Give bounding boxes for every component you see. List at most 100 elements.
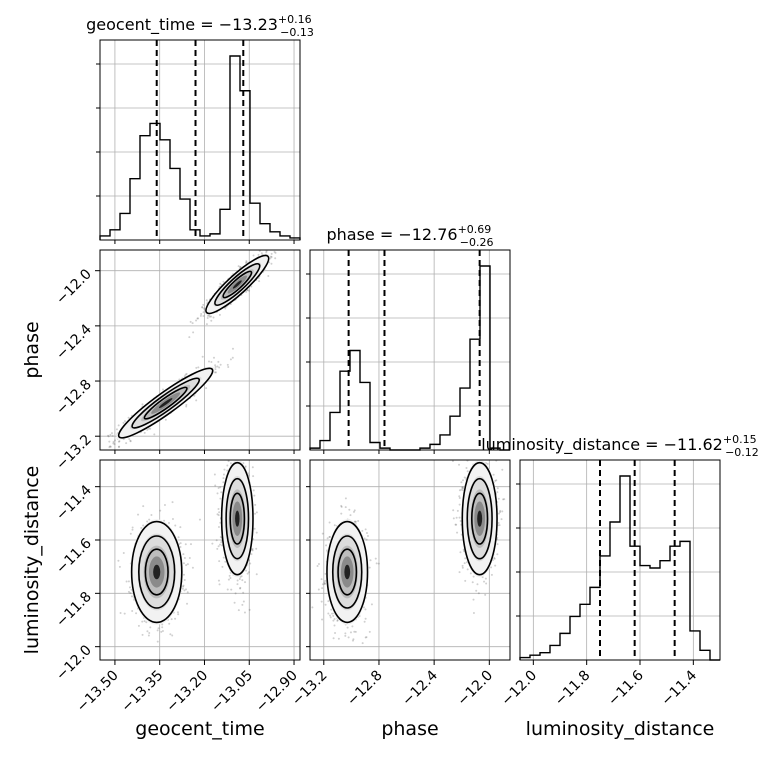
sample-point	[135, 612, 138, 615]
sample-point	[246, 572, 249, 575]
sample-point	[221, 544, 224, 547]
sample-point	[185, 405, 188, 408]
sample-point	[205, 323, 208, 326]
sample-point	[377, 562, 380, 565]
sample-point	[329, 614, 332, 617]
sample-point	[349, 631, 352, 634]
sample-point	[352, 510, 355, 513]
sample-point	[177, 536, 180, 539]
sample-point	[217, 514, 220, 517]
sample-point	[233, 601, 236, 604]
sample-point	[251, 549, 254, 552]
sample-point	[201, 355, 204, 358]
sample-point	[156, 629, 159, 632]
sample-point	[141, 403, 144, 406]
sample-point	[185, 372, 188, 375]
sample-point	[254, 503, 257, 506]
sample-point	[218, 511, 221, 514]
sample-point	[148, 632, 151, 635]
sample-point	[174, 617, 177, 620]
sample-point	[332, 637, 335, 640]
sample-point	[147, 427, 150, 430]
sample-point	[222, 473, 225, 476]
sample-point	[184, 588, 187, 591]
sample-point	[236, 453, 238, 455]
sample-point	[324, 603, 327, 606]
sample-point	[273, 250, 276, 253]
sample-point	[316, 564, 319, 567]
sample-point	[140, 526, 143, 529]
sample-point	[216, 492, 219, 495]
sample-point	[183, 589, 186, 592]
sample-point	[353, 630, 356, 633]
sample-point	[340, 512, 343, 515]
sample-point	[229, 358, 232, 361]
sample-point	[364, 636, 367, 639]
sample-point	[365, 636, 368, 639]
sample-point	[328, 535, 331, 538]
sample-point	[219, 282, 222, 285]
sample-point	[127, 580, 130, 583]
sample-point	[459, 551, 462, 554]
sample-point	[324, 579, 327, 582]
sample-point	[108, 446, 111, 449]
histogram-luminosity-distance	[519, 475, 720, 661]
contour-geocent-time-vs-luminosity-distance-1-2	[229, 492, 246, 545]
sample-point	[257, 253, 260, 256]
sample-point	[146, 520, 149, 523]
contour-geocent-time-vs-luminosity-distance-1-1	[225, 477, 250, 560]
sample-point	[461, 564, 464, 567]
sample-point	[179, 542, 182, 545]
contour-geocent-time-vs-phase-0-1	[131, 377, 201, 429]
sample-point	[169, 633, 172, 636]
sample-point	[485, 430, 487, 432]
sample-point	[171, 518, 174, 521]
density-level-geocent-time-vs-luminosity-distance-1-4	[235, 510, 240, 527]
sample-point	[125, 580, 128, 583]
sample-point	[236, 579, 239, 582]
sample-point	[159, 509, 162, 512]
sample-point	[239, 265, 242, 268]
sample-point	[270, 255, 273, 258]
sample-point	[182, 573, 185, 576]
sample-point	[112, 442, 115, 445]
sample-point	[219, 536, 222, 539]
sample-point	[156, 640, 159, 643]
sample-point	[460, 488, 463, 491]
sample-point	[222, 456, 224, 458]
sample-point	[333, 624, 336, 627]
sample-point	[274, 251, 277, 254]
sample-point	[236, 583, 239, 586]
sample-point	[220, 491, 223, 494]
sample-point	[321, 583, 324, 586]
sample-point	[255, 547, 258, 550]
sample-point	[201, 305, 204, 308]
sample-point	[323, 582, 326, 585]
sample-point	[475, 589, 478, 592]
sample-point	[177, 613, 180, 616]
sample-point	[217, 360, 220, 363]
sample-point	[206, 316, 209, 319]
contour-geocent-time-vs-luminosity-distance-0-0	[130, 520, 183, 624]
sample-point	[183, 556, 186, 559]
sample-point	[188, 556, 191, 559]
sample-point	[213, 371, 216, 374]
sample-point	[174, 524, 177, 527]
sample-point	[131, 610, 134, 613]
sample-point	[223, 468, 226, 471]
sample-point	[118, 565, 121, 568]
sample-point	[496, 487, 499, 490]
sample-point	[217, 579, 220, 582]
contour-geocent-time-vs-luminosity-distance-0-1	[138, 535, 176, 609]
sample-point	[150, 513, 153, 516]
sample-point	[161, 626, 164, 629]
sample-point	[451, 460, 454, 463]
sample-point	[214, 364, 217, 367]
sample-point	[255, 531, 258, 534]
contour-geocent-time-vs-phase-0-0	[117, 367, 214, 439]
sample-point	[107, 434, 110, 437]
sample-point	[270, 262, 273, 265]
sample-point	[217, 507, 220, 510]
sample-point	[231, 347, 234, 350]
sample-point	[117, 440, 120, 443]
